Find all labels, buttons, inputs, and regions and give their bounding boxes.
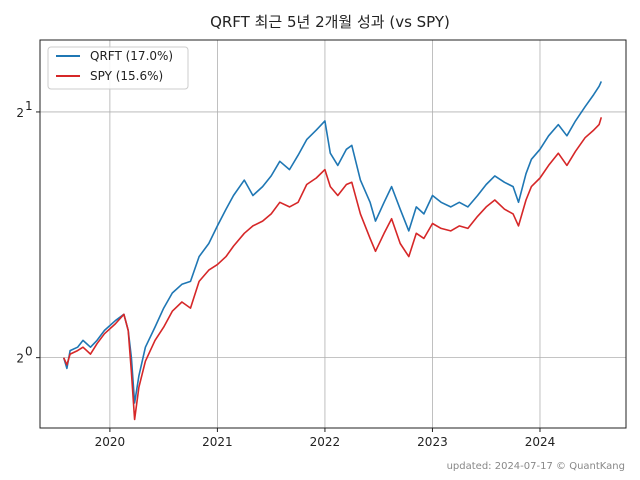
plot-frame: [39, 39, 627, 429]
chart-title: QRFT 최근 5년 2개월 성과 (vs SPY): [210, 13, 450, 31]
legend-label-qrft: QRFT (17.0%): [90, 49, 173, 63]
x-tick-label-2020: 2020: [95, 435, 126, 449]
y-tick-exponent-2: 1: [25, 99, 33, 113]
series-line-0: [62, 81, 603, 404]
legend-box: [47, 46, 189, 90]
x-tick-label-2021: 2021: [202, 435, 233, 449]
x-axis-ticks: 2020 2021 2022 2023 2024: [95, 428, 556, 449]
x-tick-label-2022: 2022: [310, 435, 341, 449]
x-tick-label-2023: 2023: [417, 435, 448, 449]
legend-label-spy: SPY (15.6%): [90, 69, 163, 83]
series-line-1: [62, 117, 603, 421]
series-lines: [62, 81, 603, 421]
legend: QRFT (17.0%) SPY (15.6%): [47, 46, 189, 90]
grid-lines: [40, 40, 626, 428]
y-axis-ticks: 2 02 1: [16, 99, 40, 366]
y-tick-label-1: 2: [16, 352, 24, 366]
footer-updated-text: updated: 2024-07-17 © QuantKang: [447, 461, 625, 472]
x-tick-label-2024: 2024: [525, 435, 556, 449]
y-tick-exponent-1: 0: [25, 345, 33, 359]
y-tick-label-2: 2: [16, 106, 24, 120]
